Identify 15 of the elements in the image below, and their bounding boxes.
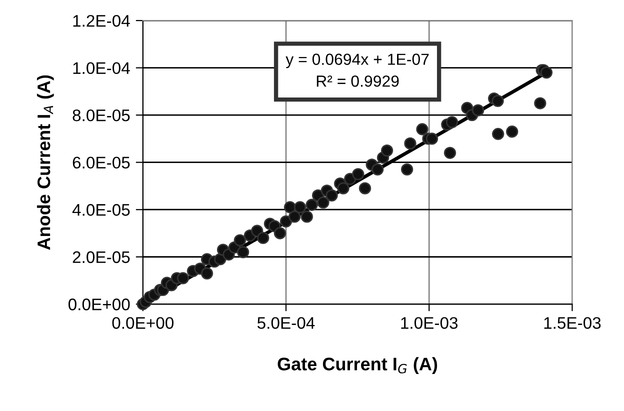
- x-tick-label: 1.5E-03: [544, 317, 601, 329]
- x-tick-label: 5.0E-04: [257, 317, 315, 329]
- y-tick-label: 1.2E-04: [73, 14, 130, 27]
- x-tick-label: 0.0E+00: [112, 317, 174, 329]
- y-axis-title: Anode Current I$_{A}$ (A): [36, 75, 54, 250]
- x-tick-label: 1.0E-03: [401, 317, 458, 329]
- y-tick-label: 4.0E-05: [72, 204, 130, 216]
- annotation: y = 0.0694x + 1E-07: [286, 54, 429, 68]
- y-tick-label: 0.0E+00: [68, 298, 130, 310]
- annotation: R² = 0.9929: [316, 75, 399, 87]
- y-tick-label: 8.0E-05: [72, 109, 130, 122]
- x-axis-title: Gate Current I$_{G}$ (A): [278, 357, 438, 374]
- y-tick-label: 2.0E-05: [72, 251, 130, 264]
- y-tick-label: 6.0E-05: [72, 156, 130, 169]
- y-tick-label: 1.0E-04: [73, 62, 130, 74]
